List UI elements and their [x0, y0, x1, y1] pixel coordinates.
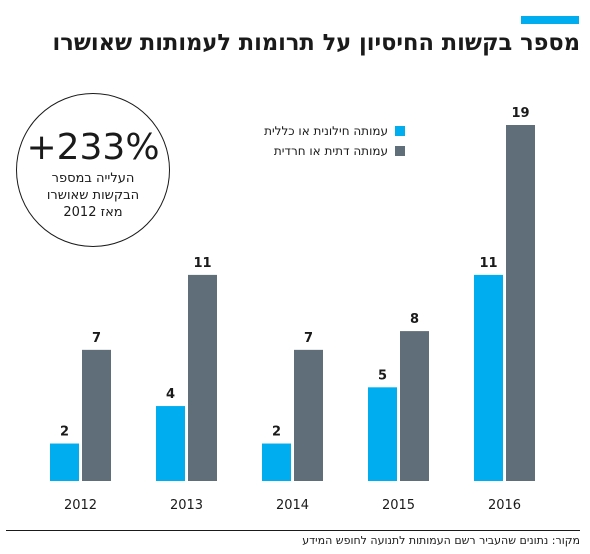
x-tick-label-2016: 2016: [488, 498, 521, 513]
data-label-secular-2016: 11: [479, 256, 497, 271]
bar-secular-2014: [262, 443, 291, 481]
stat-callout-line-2: הבקשות שאושרו: [46, 188, 140, 203]
stat-callout-line-1: העלייה במספר: [51, 171, 135, 186]
legend-swatch-secular: [395, 126, 405, 136]
data-label-religious-2012: 7: [92, 331, 101, 346]
legend-label-secular: עמותה חילונית או כללית: [264, 124, 388, 138]
legend-swatch-religious: [395, 146, 405, 156]
chart-title: מספר בקשות החיסיון על תרומות לעמותות שאו…: [52, 30, 580, 56]
bar-secular-2012: [50, 443, 79, 481]
x-tick-label-2012: 2012: [64, 498, 97, 513]
source-divider: [6, 530, 580, 531]
data-label-religious-2013: 11: [193, 256, 211, 271]
bar-religious-2015: [400, 331, 429, 481]
bar-religious-2012: [82, 349, 111, 481]
x-tick-label-2013: 2013: [170, 498, 203, 513]
stat-callout-value: +233%: [26, 127, 160, 168]
title-accent-bar: [521, 16, 579, 24]
data-label-secular-2014: 2: [272, 425, 281, 440]
data-label-religious-2014: 7: [304, 331, 313, 346]
bar-secular-2015: [368, 387, 397, 481]
bar-religious-2014: [294, 349, 323, 481]
stat-callout-line-3: מאז 2012: [63, 205, 123, 220]
source-note: מקור: נתונים שהעביר רשם העמותות לתנועה ל…: [302, 534, 580, 547]
legend-label-religious: עמותה דתית או חרדית: [273, 144, 388, 158]
bar-secular-2013: [156, 406, 185, 481]
data-label-secular-2012: 2: [60, 425, 69, 440]
bar-secular-2016: [474, 274, 503, 481]
data-label-secular-2013: 4: [166, 387, 175, 402]
x-tick-label-2015: 2015: [382, 498, 415, 513]
data-label-religious-2015: 8: [410, 312, 419, 327]
stat-callout-circle: +233% העלייה במספר הבקשות שאושרו מאז 201…: [16, 93, 170, 247]
data-label-religious-2016: 19: [511, 106, 529, 121]
data-label-secular-2015: 5: [378, 368, 387, 383]
x-tick-label-2014: 2014: [276, 498, 309, 513]
bar-religious-2013: [188, 274, 217, 481]
bar-religious-2016: [506, 125, 535, 481]
